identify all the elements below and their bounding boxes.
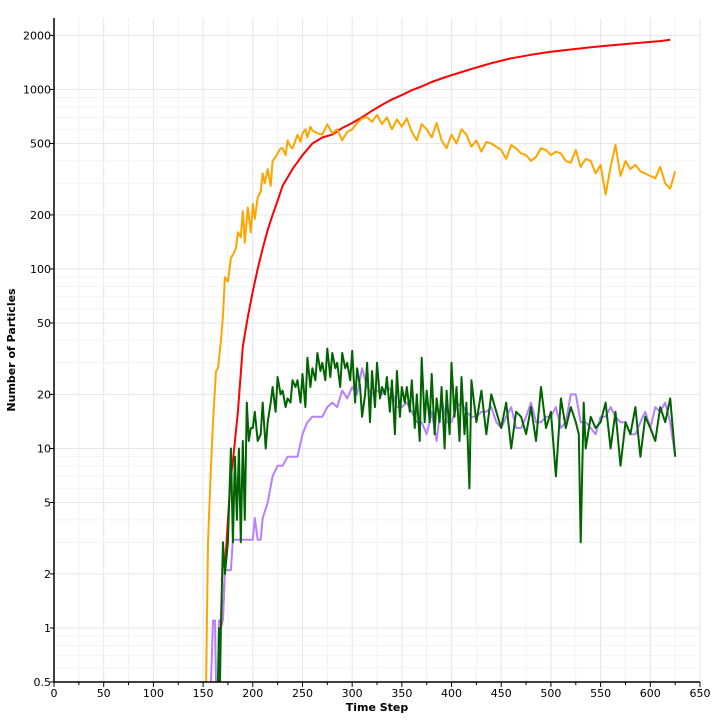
tick-layer: 0 50 100 150 200 250 300 350 400 450 500 550 600 6500… [23,29,711,700]
y-tick-label: 5 [44,496,51,509]
x-tick-label: 250 [292,687,313,700]
series-layer [205,38,677,682]
y-tick-label: 1000 [23,83,51,96]
y-tick-label: 500 [30,137,51,150]
x-tick-label: 450 [491,687,512,700]
x-tick-label: 550 [590,687,611,700]
y-tick-label: 2000 [23,29,51,42]
x-tick-label: 100 [143,687,164,700]
series-line-2 [205,114,677,682]
x-tick-label: 50 [97,687,111,700]
x-tick-label: 0 [51,687,58,700]
x-tick-label: 300 [342,687,363,700]
y-tick-label: 1 [44,622,51,635]
y-tick-label: 100 [30,263,51,276]
series-line-4 [217,347,677,682]
y-tick-label: 200 [30,209,51,222]
y-tick-label: 10 [37,442,51,455]
x-tick-label: 650 [690,687,711,700]
x-axis-label: Time Step [346,701,409,714]
grid-layer [53,18,701,683]
x-tick-label: 350 [391,687,412,700]
x-tick-label: 600 [640,687,661,700]
x-tick-label: 200 [242,687,263,700]
y-tick-label: 20 [37,388,51,401]
x-tick-label: 500 [540,687,561,700]
y-tick-label: 2 [44,568,51,581]
x-tick-label: 150 [193,687,214,700]
series-line-3 [210,367,677,682]
series-line-1 [220,38,671,629]
y-tick-label: 0.5 [34,676,52,689]
x-tick-label: 400 [441,687,462,700]
y-tick-label: 50 [37,317,51,330]
y-axis-label: Number of Particles [5,288,18,412]
